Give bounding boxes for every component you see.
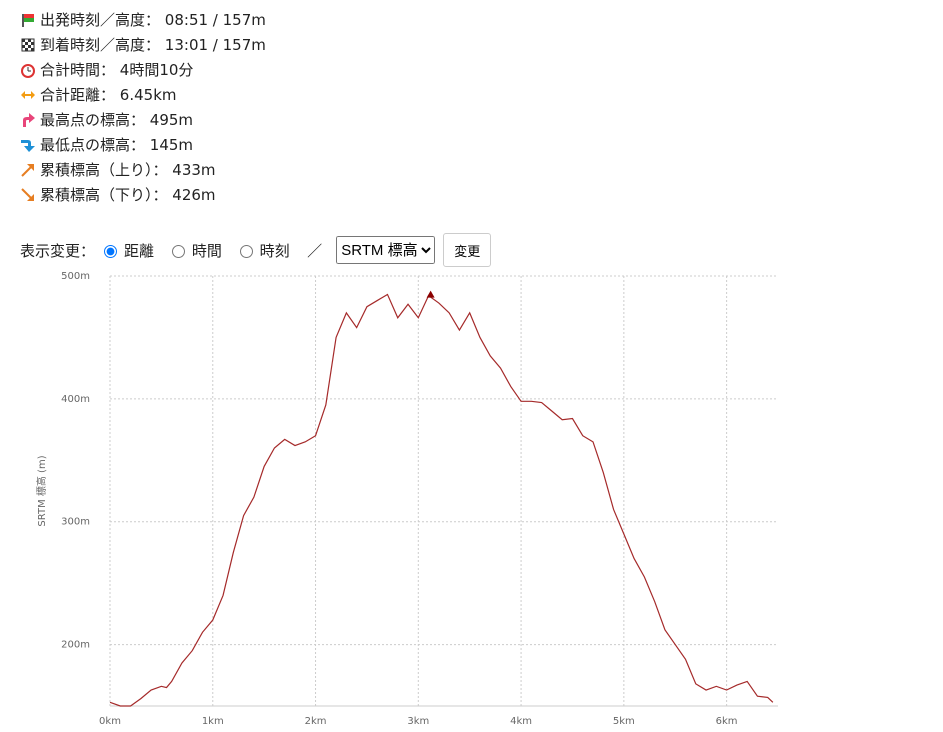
option-label: 時間 [191,241,222,260]
summary: 出発時刻／高度： 08:51 / 157m 到着時刻／高度： 13:01 / 1… [20,7,266,207]
y-tick-label: 400m [61,394,90,405]
y-tick-label: 300m [61,517,90,528]
info-value: 13:01 / 157m [164,35,266,54]
icon [21,63,35,78]
info-row: 合計距離： 6.45km [20,82,266,107]
info-row: 到着時刻／高度： 13:01 / 157m [20,32,266,57]
info-label: 出発時刻／高度： [40,10,161,29]
info-value: 6.45km [119,85,177,104]
x-tick-label: 6km [716,716,738,727]
chart: SRTM 標高 (m) 200m 300m 400m 500m 0km 1km 2km 3km… [35,271,778,727]
separator: ／ [307,241,323,260]
source-select[interactable]: SRTM 標高 [336,236,436,264]
icon [21,90,35,99]
y-axis-label: SRTM 標高 (m) [35,455,48,526]
x-tick-label: 0km [99,716,121,727]
option-label: 時刻 [259,241,290,260]
info-row: 合計時間： 4時間10分 [20,57,266,82]
info-label: 到着時刻／高度： [40,35,161,54]
info-value: 08:51 / 157m [164,10,266,29]
radio-clock[interactable] [239,245,253,258]
icon [21,187,34,201]
info-row: 累積標高（上り）： 433m [20,157,266,182]
info-label: 累積標高（下り）： [40,185,168,204]
x-tick-label: 3km [407,716,429,727]
y-tick-label: 200m [61,640,90,651]
change-button[interactable]: 変更 [443,233,492,267]
icon [21,163,34,177]
info-row: 累積標高（下り）： 426m [20,182,266,207]
x-tick-label: 2km [305,716,327,727]
info-value: 145m [149,135,194,154]
x-tick-label: 1km [202,716,224,727]
icon [21,139,35,152]
info-row: 最低点の標高： 145m [20,132,266,157]
info-value: 495m [149,110,194,129]
info-label: 最低点の標高： [40,135,146,154]
controls: 表示変更： 距離 時間 時刻 ／ SRTM 標高 変更 [20,233,492,267]
info-value: 426m [172,185,216,204]
icon [21,38,35,51]
icon [23,112,35,127]
peak-marker [426,290,435,298]
x-tick-label: 5km [613,716,635,727]
radio-distance[interactable] [104,245,118,258]
option-label: 距離 [124,241,155,260]
info-label: 合計距離： [40,85,116,104]
elevation-line [109,293,774,707]
info-row: 最高点の標高： 495m [20,107,266,132]
controls-label: 表示変更： [20,241,96,260]
y-tick-label: 500m [61,271,90,282]
info-label: 最高点の標高： [40,110,146,129]
info-row: 出発時刻／高度： 08:51 / 157m [20,7,266,32]
icon [22,13,34,27]
info-value: 4時間10分 [119,60,194,79]
info-label: 合計時間： [40,60,116,79]
radio-time[interactable] [171,245,185,258]
info-value: 433m [172,160,216,179]
info-label: 累積標高（上り）： [40,160,168,179]
x-tick-label: 4km [510,716,532,727]
